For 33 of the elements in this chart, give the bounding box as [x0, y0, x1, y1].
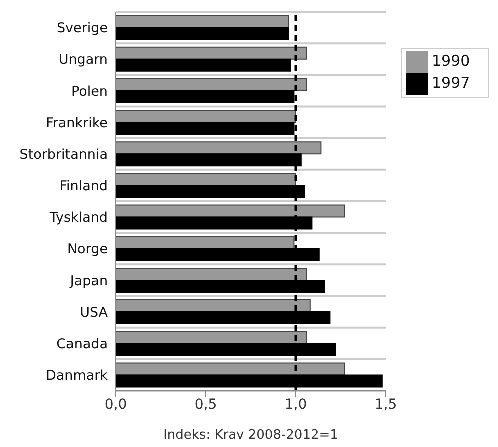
y-tick-label: Finland — [60, 178, 108, 194]
y-tick-label: Ungarn — [58, 52, 108, 68]
y-tick-label: Norge — [67, 242, 108, 258]
bar — [116, 58, 292, 72]
y-tick-label: USA — [80, 304, 109, 321]
bar — [116, 173, 296, 186]
legend-label: 1990 — [432, 52, 470, 70]
y-tick-label: Tyskland — [48, 210, 108, 226]
bar — [116, 331, 308, 344]
bar — [116, 204, 346, 218]
bar — [116, 15, 290, 28]
y-tick-label: Storbritannia — [20, 146, 108, 163]
x-tick-label: 1,5 — [374, 396, 398, 413]
bar — [116, 78, 308, 92]
y-tick-label: Danmark — [46, 368, 108, 384]
y-tick-label: Sverige — [56, 20, 108, 37]
y-tick-label: Polen — [71, 84, 108, 100]
bar — [116, 46, 308, 60]
y-tick-label: Japan — [69, 273, 108, 290]
bar — [116, 110, 296, 124]
bar — [116, 236, 295, 250]
y-tick-label: Canada — [56, 336, 108, 352]
x-axis-title: Indeks: Krav 2008-2012=1 — [164, 428, 338, 443]
bar — [116, 300, 311, 313]
bar — [116, 268, 308, 281]
x-tick-label: 0,0 — [104, 396, 128, 413]
y-tick-label: Frankrike — [46, 115, 108, 132]
bar — [116, 142, 322, 155]
legend-label: 1997 — [432, 74, 470, 92]
x-tick-label: 1,0 — [284, 396, 308, 413]
bar — [116, 362, 346, 376]
bar — [116, 27, 290, 40]
x-tick-label: 0,5 — [194, 396, 218, 413]
